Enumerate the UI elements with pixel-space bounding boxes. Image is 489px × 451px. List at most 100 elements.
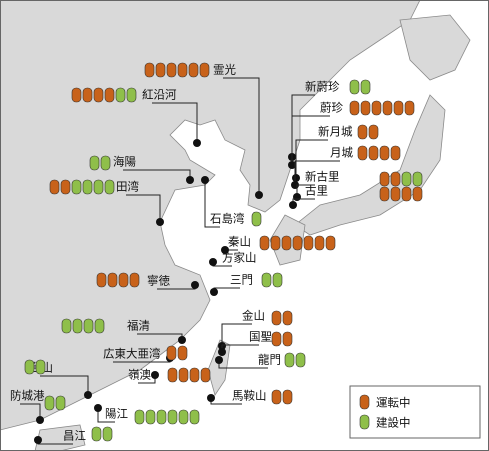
reactor-icon <box>167 367 178 383</box>
reactor-icon <box>144 62 155 78</box>
site-dot <box>218 348 226 356</box>
reactor-icon <box>129 272 140 288</box>
reactor-icon <box>166 345 177 361</box>
hokkaido <box>399 14 471 81</box>
site-dot <box>209 258 217 266</box>
reactor-icon <box>35 359 46 375</box>
reactor-icon <box>60 179 71 195</box>
reactor-icon <box>155 62 166 78</box>
reactor-icon <box>44 395 55 411</box>
reactor-icon <box>379 186 390 202</box>
reactor-icon <box>292 235 303 251</box>
site-dot <box>201 176 209 184</box>
reactor-icon <box>379 145 390 161</box>
reactor-icon <box>82 179 93 195</box>
leader-line <box>295 139 328 178</box>
reactor-icon <box>118 272 129 288</box>
reactor-icon <box>412 186 423 202</box>
mainland <box>0 0 421 431</box>
site-label: 国聖 <box>249 330 272 344</box>
site-label: 龍門 <box>258 353 281 367</box>
reactor-icon <box>271 331 282 347</box>
reactor-icon <box>49 179 60 195</box>
leader-line <box>97 408 115 423</box>
legend-box <box>349 385 481 439</box>
reactor-icon <box>401 186 412 202</box>
legend: 運転中 建設中 <box>349 385 481 439</box>
reactor-icon <box>166 62 177 78</box>
site-label: 月城 <box>330 146 353 160</box>
reactor-icon <box>259 235 270 251</box>
reactor-icon <box>251 211 262 227</box>
reactor-icon <box>295 352 306 368</box>
reactor-icon <box>360 100 371 116</box>
reactor-icon <box>189 367 200 383</box>
reactor-icon <box>349 100 360 116</box>
reactor-icon <box>284 352 295 368</box>
leader-line <box>221 323 252 346</box>
reactor-icon <box>390 171 401 187</box>
reactor-icon <box>390 186 401 202</box>
site-label: 陽江 <box>105 407 128 421</box>
reactor-icon <box>199 62 210 78</box>
reactor-icon <box>357 124 368 140</box>
site-label: 方家山 <box>222 251 257 265</box>
reactor-icon <box>104 179 115 195</box>
reactor-icon <box>71 179 82 195</box>
site-label: 新蔚珍 <box>305 80 340 94</box>
reactor-icon <box>83 318 94 334</box>
site-dot <box>178 336 186 344</box>
reactor-icon <box>178 409 189 425</box>
reactor-icon <box>177 345 188 361</box>
reactor-icon <box>177 62 188 78</box>
site-dot <box>221 246 229 254</box>
site-label: 新古里 <box>305 170 340 184</box>
leader-line <box>152 102 198 143</box>
site-dot <box>191 281 199 289</box>
reactor-icon <box>272 272 283 288</box>
reactor-icon <box>271 310 282 326</box>
reactor-icon <box>100 155 111 171</box>
site-dot <box>84 391 92 399</box>
site-label: 寧徳 <box>147 274 170 288</box>
reactor-icon <box>390 145 401 161</box>
reactor-icon <box>93 87 104 103</box>
leader-line <box>126 194 161 222</box>
reactor-icon <box>93 179 104 195</box>
reactor-icon <box>360 79 371 95</box>
legend-icon-operating <box>359 394 370 410</box>
reactor-icon <box>115 87 126 103</box>
site-dot <box>288 161 296 169</box>
legend-label: 運転中 <box>376 396 411 410</box>
site-label: 紅沿河 <box>142 88 177 102</box>
reactor-icon <box>167 409 178 425</box>
reactor-icon <box>314 235 325 251</box>
site-label: 古里 <box>305 184 328 198</box>
leader-line <box>294 160 340 185</box>
site-dot <box>36 416 44 424</box>
reactor-icon <box>281 235 292 251</box>
reactor-icon <box>271 389 282 405</box>
reactor-icon <box>368 124 379 140</box>
reactor-icon <box>379 171 390 187</box>
leader-line <box>40 375 89 395</box>
reactor-icon <box>71 87 82 103</box>
site-label: 福清 <box>127 319 150 333</box>
site-label: 馬鞍山 <box>232 389 267 403</box>
reactor-icon <box>303 235 314 251</box>
site-label: 広東大亜湾 <box>103 347 161 361</box>
site-label: 嶺澳 <box>128 368 151 382</box>
reactor-icon <box>134 409 145 425</box>
reactor-icon <box>72 318 83 334</box>
site-label: 防城港 <box>10 389 45 403</box>
reactor-icon <box>24 359 35 375</box>
site-dot <box>207 394 215 402</box>
reactor-icon <box>261 272 272 288</box>
site-label: 石島湾 <box>210 212 245 226</box>
reactor-icon <box>200 367 211 383</box>
site-dot <box>193 139 201 147</box>
reactor-icon <box>89 155 100 171</box>
reactor-icon <box>145 409 156 425</box>
site-label: 田湾 <box>116 180 139 194</box>
